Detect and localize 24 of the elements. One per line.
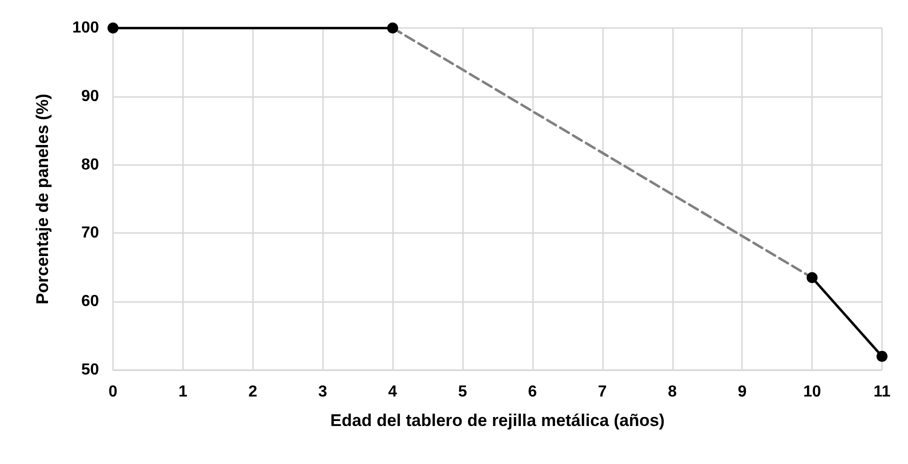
point — [876, 350, 888, 362]
x-tick-label: 9 — [738, 384, 747, 400]
x-tick-label: 7 — [598, 384, 607, 400]
y-tick-label: 50 — [81, 362, 100, 378]
x-tick-label: 4 — [388, 384, 398, 400]
y-tick-label: 60 — [81, 293, 100, 310]
y-tick-label: 100 — [72, 20, 100, 36]
x-tick-label: 5 — [458, 384, 468, 400]
x-tick-label: 3 — [318, 384, 328, 400]
x-tick-label: 8 — [668, 384, 677, 400]
x-tick-label: 11 — [874, 384, 891, 400]
point — [387, 22, 398, 34]
x-tick-label: 0 — [108, 384, 118, 400]
point — [108, 22, 118, 34]
y-tick-label: 90 — [81, 88, 100, 105]
x-tick-label: 1 — [178, 384, 188, 400]
point — [806, 272, 818, 284]
x-axis-title: Edad del tablero de rejilla metálica (años) — [330, 411, 665, 430]
x-tick-label: 6 — [528, 384, 537, 400]
y-tick-label: 70 — [81, 224, 100, 242]
y-axis-title: Porcentaje de paneles (%) — [33, 94, 52, 304]
x-tick-label: 10 — [803, 384, 822, 400]
x-tick-label: 2 — [248, 384, 258, 400]
y-tick-label: 80 — [81, 156, 100, 174]
